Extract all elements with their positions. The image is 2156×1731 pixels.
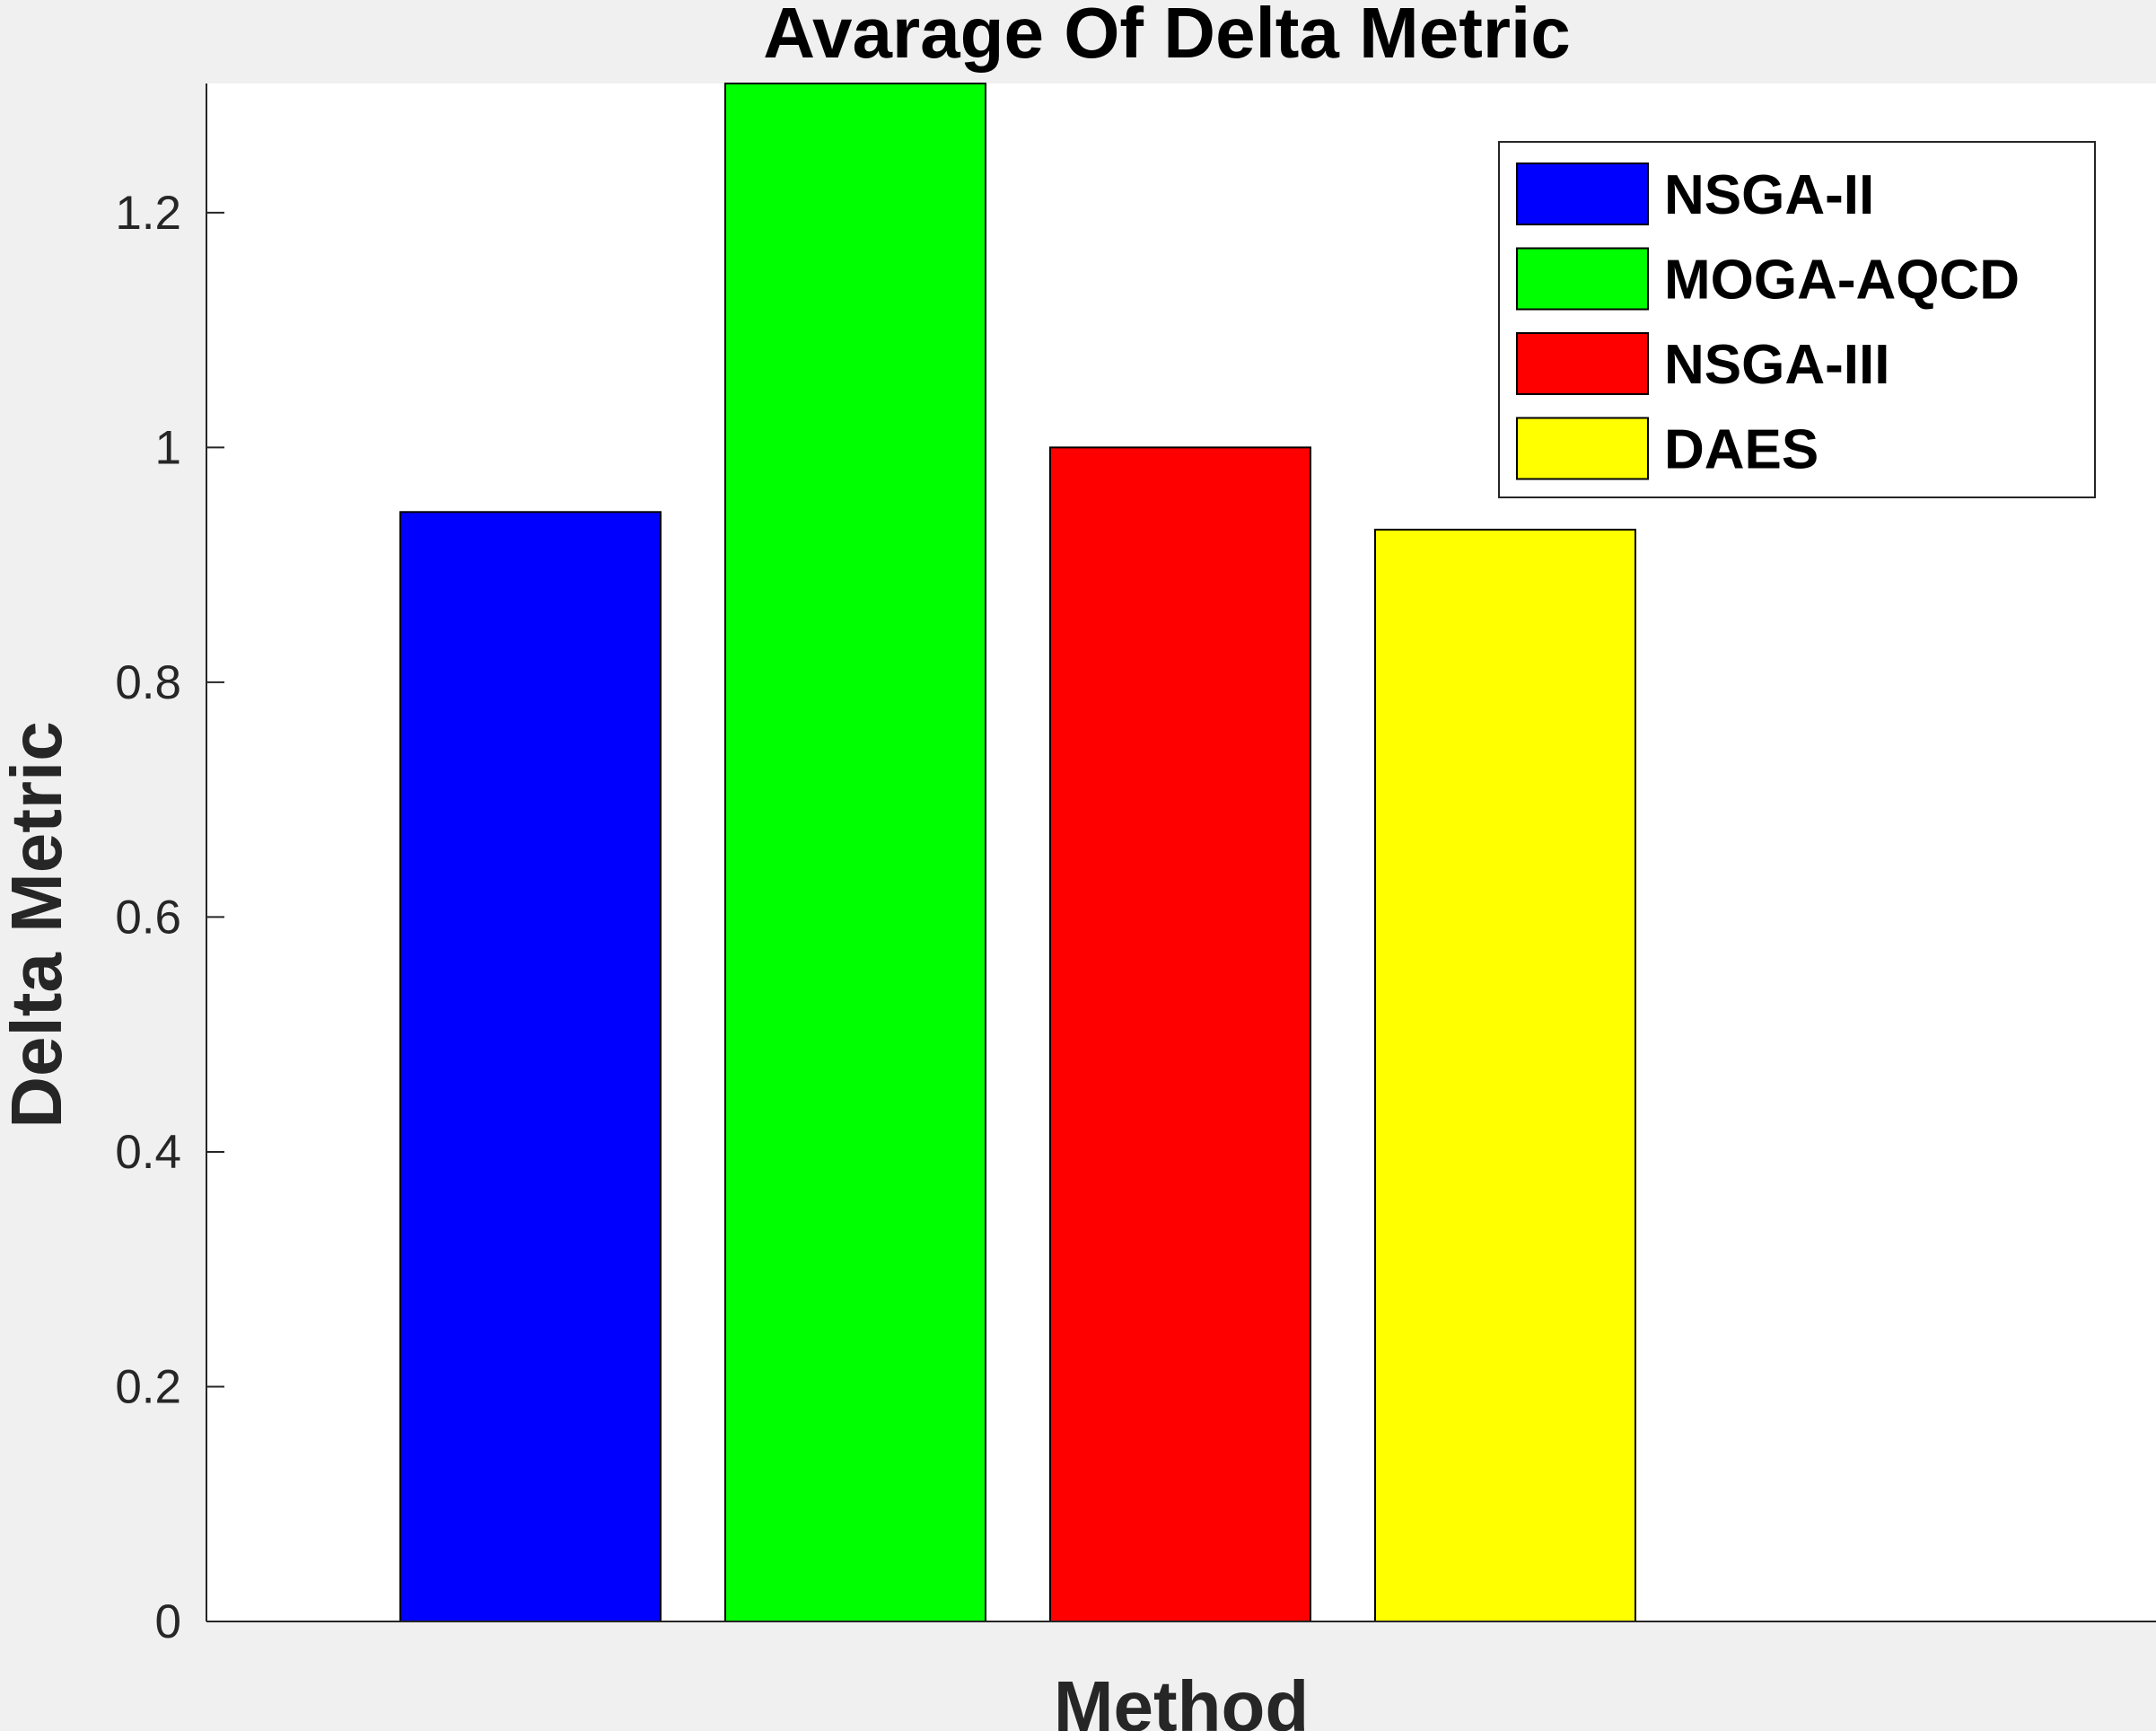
bar-daes xyxy=(1374,528,1636,1622)
y-tick-label: 0.6 xyxy=(115,891,181,944)
y-tick-label: 1.2 xyxy=(115,187,181,240)
y-tick-label: 0.8 xyxy=(115,656,181,709)
legend-entry-label: DAES xyxy=(1664,419,1819,481)
x-axis-label: Method xyxy=(1054,1666,1309,1731)
legend-swatch-daes xyxy=(1516,417,1649,480)
bar-moga-aqcd xyxy=(724,83,986,1622)
y-tick-label: 0.2 xyxy=(115,1360,181,1413)
legend-entry-label: MOGA-AQCD xyxy=(1664,250,2020,312)
y-axis-label: Delta Metric xyxy=(0,721,76,1128)
bars-group xyxy=(399,83,1636,1622)
bar-nsga-ii xyxy=(399,511,662,1622)
legend-entry-label: NSGA-II xyxy=(1664,164,1874,226)
y-tick-label: 0.4 xyxy=(115,1126,181,1179)
chart-title: Avarage Of Delta Metric xyxy=(763,0,1571,73)
y-axis-ticks: 0 0.2 0.4 0.6 0.8 1 1.2 xyxy=(115,187,224,1648)
legend: NSGA-II MOGA-AQCD NSGA-III DAES xyxy=(1498,141,2096,498)
legend-swatch-nsga-ii xyxy=(1516,163,1649,225)
y-tick-label: 0 xyxy=(155,1595,181,1648)
legend-swatch-moga-aqcd xyxy=(1516,247,1649,311)
legend-swatch-nsga-iii xyxy=(1516,332,1649,395)
legend-entry-label: NSGA-III xyxy=(1664,334,1889,396)
y-tick-label: 1 xyxy=(155,421,181,474)
bar-nsga-iii xyxy=(1049,446,1311,1622)
